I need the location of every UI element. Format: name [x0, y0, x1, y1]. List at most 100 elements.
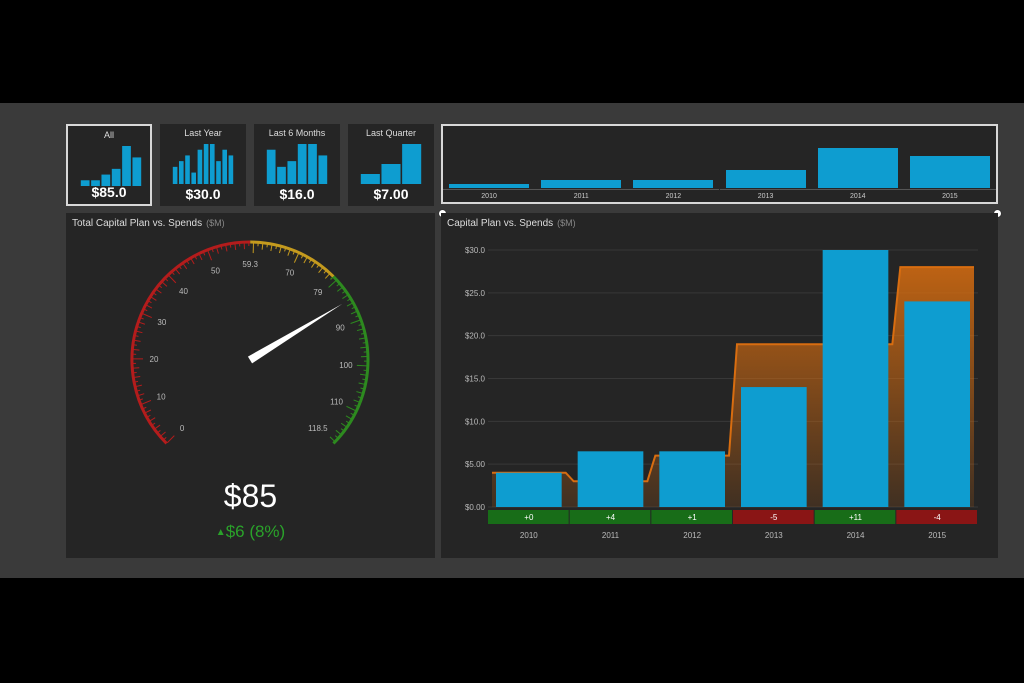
gauge-tick — [350, 412, 354, 416]
gauge-tick — [346, 405, 356, 412]
tile-label: Last 6 Months — [268, 128, 326, 138]
spend-bar[interactable] — [659, 451, 725, 507]
gauge-tick-label: 100 — [339, 361, 353, 370]
gauge-tick — [141, 399, 152, 405]
gauge-tick — [293, 253, 299, 263]
gauge-tick-label: 70 — [285, 269, 294, 278]
gauge-tick — [357, 396, 361, 399]
tile-bar — [381, 164, 401, 184]
timeline-year-slot[interactable]: 2011 — [535, 126, 628, 204]
timeline-year-slot[interactable]: 2015 — [903, 126, 996, 204]
gauge-tick-label: 30 — [157, 318, 166, 327]
variance-label: +0 — [524, 513, 534, 522]
tile-bar — [91, 180, 100, 186]
tile-bar — [222, 149, 227, 184]
speedometer-gauge: 0 10 20 30 40 50 59.3 70 79 90 100 110 118.5 — [130, 240, 370, 445]
timeline-baseline — [627, 189, 720, 190]
gauge-tick — [358, 324, 362, 326]
gauge-tick — [143, 406, 147, 409]
gauge-tick — [163, 436, 167, 440]
gauge-tick — [216, 247, 219, 254]
gauge-tick — [153, 292, 157, 296]
gauge-tick — [355, 315, 359, 318]
x-category-label: 2012 — [683, 531, 701, 540]
chart-title-text: Capital Plan vs. Spends — [447, 218, 554, 229]
spend-bar[interactable] — [822, 250, 889, 507]
period-tile[interactable]: Last Quarter $7.00 — [348, 124, 434, 206]
y-tick-label: $30.0 — [465, 246, 486, 255]
gauge-tick — [360, 332, 365, 335]
timeline-baseline — [811, 189, 904, 190]
variance-cell — [488, 510, 569, 524]
gauge-tick — [165, 278, 169, 282]
dashboard: All $85.0 Last Year $30.0 Last 6 Months $16.0… — [0, 103, 1024, 578]
gauge-tick — [134, 339, 141, 342]
gauge-range-arc — [130, 240, 251, 445]
variance-label: +1 — [688, 513, 698, 522]
tile-bar — [216, 161, 221, 184]
tile-value: $85.0 — [91, 184, 127, 200]
gauge-tick — [358, 337, 366, 340]
spend-bar[interactable] — [904, 301, 970, 507]
tile-bar — [203, 144, 209, 184]
gauge-tick — [139, 321, 146, 325]
gauge-tick — [287, 249, 291, 256]
timeline-year-slot[interactable]: 2012 — [627, 126, 720, 204]
timeline-bar — [633, 180, 714, 188]
gauge-tick — [353, 399, 360, 403]
gauge-tick-label: 110 — [330, 398, 343, 407]
tile-label: Last Year — [184, 128, 222, 138]
gauge-tick — [323, 270, 327, 274]
spend-bar[interactable] — [577, 451, 644, 507]
gauge-tick-label: 59.3 — [242, 260, 258, 269]
gauge-tick — [350, 319, 361, 324]
gauge-tick — [166, 435, 175, 444]
gauge-tick-label: 90 — [336, 323, 345, 332]
gauge-tick — [152, 422, 156, 426]
gauge-tick — [360, 387, 364, 390]
gauge-tick — [356, 328, 363, 332]
spend-bar[interactable] — [496, 472, 562, 507]
gauge-tick — [340, 422, 347, 428]
timeline-baseline — [535, 189, 628, 190]
gauge-tick — [147, 414, 151, 418]
tile-bar — [80, 180, 90, 186]
timeline-year-label: 2011 — [573, 193, 589, 200]
gauge-tick — [345, 415, 352, 420]
gauge-tick — [182, 263, 188, 270]
gauge-delta: ▲$6 (8%) — [66, 522, 435, 542]
tile-sparkbars — [80, 146, 142, 186]
tile-value: $30.0 — [185, 186, 221, 202]
timeline-year-label: 2010 — [481, 193, 497, 200]
timeline-baseline — [443, 189, 536, 190]
gauge-tick — [300, 255, 304, 259]
period-tile[interactable]: Last 6 Months $16.0 — [254, 124, 340, 206]
variance-label: +4 — [606, 513, 616, 522]
period-tile[interactable]: All $85.0 — [66, 124, 152, 206]
timeline-bar — [541, 180, 622, 188]
tile-bar — [185, 155, 190, 184]
timeline-selector[interactable]: 2010 2011 2012 2013 2014 2015 — [441, 124, 998, 204]
spend-bar[interactable] — [741, 387, 807, 507]
gauge-tick — [360, 346, 367, 349]
period-tile[interactable]: Last Year $30.0 — [160, 124, 246, 206]
y-tick-label: $5.00 — [465, 460, 486, 469]
gauge-tick — [275, 245, 278, 250]
gauge-tick — [149, 417, 156, 422]
timeline-year-slot[interactable]: 2010 — [443, 126, 536, 204]
gauge-tick-label: 79 — [313, 288, 322, 297]
gauge-tick — [156, 289, 162, 294]
tile-bar — [308, 144, 317, 184]
gauge-tick — [318, 267, 323, 274]
gauge-tick — [308, 259, 312, 263]
gauge-tick — [278, 247, 282, 254]
y-tick-label: $10.0 — [465, 417, 486, 426]
timeline-year-slot[interactable]: 2013 — [719, 126, 812, 204]
gauge-tick — [140, 317, 144, 320]
gauge-tick — [137, 389, 141, 392]
gauge-tick — [186, 261, 190, 265]
gauge-tick — [139, 398, 144, 401]
gauge-range-arc — [250, 240, 335, 278]
timeline-year-slot[interactable]: 2014 — [811, 126, 904, 204]
gauge-tick — [346, 302, 353, 307]
